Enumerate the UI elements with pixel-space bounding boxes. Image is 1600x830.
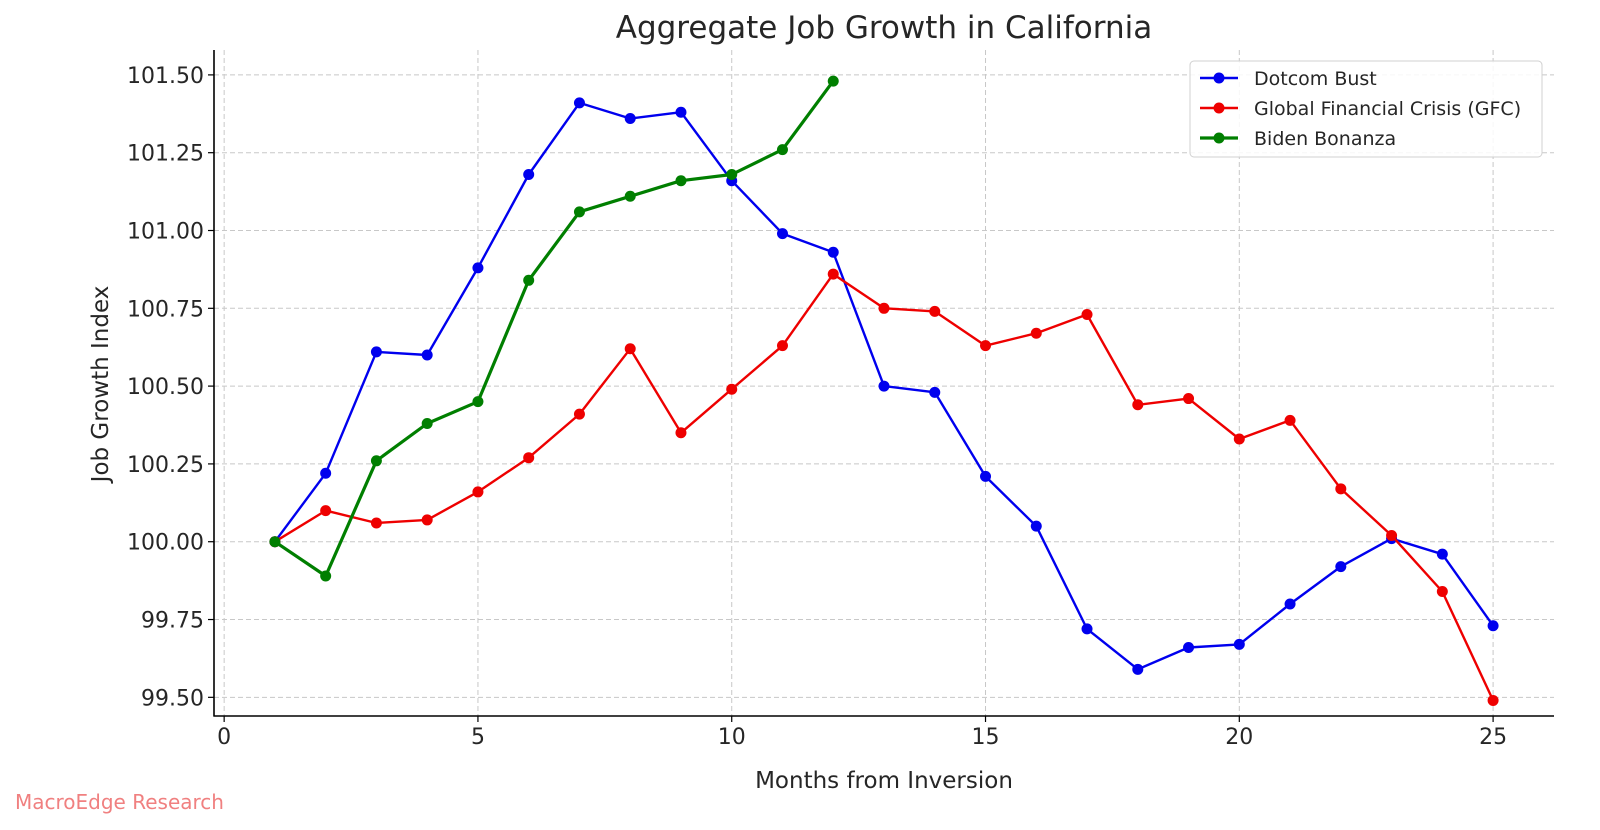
series-biden-bonanza [269, 75, 839, 582]
data-point [929, 305, 941, 317]
data-point [827, 75, 839, 87]
legend-swatch-marker [1213, 102, 1225, 114]
data-point [1335, 483, 1347, 495]
chart-title: Aggregate Job Growth in California [616, 10, 1152, 46]
data-point [1233, 433, 1245, 445]
data-point [269, 536, 281, 548]
data-point [1132, 399, 1144, 411]
data-point [421, 514, 433, 526]
data-point [1487, 694, 1499, 706]
x-axis-ticks: 0 5 10 15 20 25 [217, 716, 1507, 750]
data-point [980, 340, 992, 352]
data-point [1183, 393, 1195, 405]
data-point [573, 206, 585, 218]
data-point [726, 383, 738, 395]
data-point [1030, 327, 1042, 339]
data-point [1132, 663, 1144, 675]
data-point [675, 106, 687, 118]
legend-label: Dotcom Bust [1254, 68, 1377, 90]
data-point [624, 190, 636, 202]
data-point [1386, 529, 1398, 541]
data-point [472, 486, 484, 498]
data-point [1335, 561, 1347, 573]
data-point [320, 505, 332, 517]
x-tick-label: 10 [718, 725, 746, 750]
data-point [370, 517, 382, 529]
legend-swatch-marker [1213, 132, 1225, 144]
y-tick-label: 101.25 [127, 142, 204, 167]
data-point [523, 274, 535, 286]
data-point [421, 417, 433, 429]
data-point [573, 408, 585, 420]
axes [213, 50, 1554, 717]
x-tick-label: 20 [1225, 725, 1253, 750]
data-point [675, 427, 687, 439]
data-point [1081, 309, 1093, 321]
data-point [878, 302, 890, 314]
y-tick-label: 99.50 [141, 686, 204, 711]
series-line [274, 272, 1495, 701]
watermark: MacroEdge Research [15, 790, 224, 814]
y-tick-label: 99.75 [141, 609, 204, 634]
data-point [320, 467, 332, 479]
data-point [675, 175, 687, 187]
data-point [370, 346, 382, 358]
legend: Dotcom Bust Global Financial Crisis (GFC)… [1189, 60, 1543, 158]
data-point [472, 396, 484, 408]
data-point [573, 97, 585, 109]
series-line [274, 80, 835, 578]
data-point [1030, 520, 1042, 532]
data-point [472, 262, 484, 274]
y-tick-label: 101.00 [127, 220, 204, 245]
x-tick-label: 5 [471, 725, 485, 750]
data-point [827, 268, 839, 280]
legend-box [1189, 60, 1543, 158]
series-dotcom-bust [269, 97, 1499, 675]
y-tick-label: 100.25 [127, 453, 204, 478]
data-point [1436, 586, 1448, 598]
data-point [776, 340, 788, 352]
data-point [980, 470, 992, 482]
data-point [929, 386, 941, 398]
data-point [320, 570, 332, 582]
data-point [878, 380, 890, 392]
data-point [1284, 598, 1296, 610]
legend-label: Global Financial Crisis (GFC) [1254, 98, 1521, 120]
legend-label: Biden Bonanza [1254, 128, 1396, 150]
y-tick-label: 100.00 [127, 531, 204, 556]
data-point [776, 144, 788, 156]
data-point [624, 343, 636, 355]
data-point [776, 228, 788, 240]
x-tick-label: 0 [217, 725, 231, 750]
series-global-financial-crisis-gfc [269, 268, 1499, 706]
data-point [1233, 638, 1245, 650]
x-axis-label: Months from Inversion [755, 768, 1013, 794]
y-axis-ticks: 99.50 99.75 100.00 100.25 100.50 100.75 101.00… [127, 64, 214, 711]
series-group [269, 75, 1499, 706]
data-point [726, 168, 738, 180]
data-point [1284, 414, 1296, 426]
data-point [421, 349, 433, 361]
y-tick-label: 100.75 [127, 297, 204, 322]
data-point [827, 246, 839, 258]
y-tick-label: 101.50 [127, 64, 204, 89]
y-axis-label: Job Growth Index [88, 286, 114, 485]
y-tick-label: 100.50 [127, 375, 204, 400]
data-point [523, 168, 535, 180]
data-point [370, 455, 382, 467]
data-point [1487, 620, 1499, 632]
data-point [523, 452, 535, 464]
legend-swatch-marker [1213, 72, 1225, 84]
data-point [1436, 548, 1448, 560]
x-tick-label: 15 [972, 725, 1000, 750]
x-tick-label: 25 [1479, 725, 1507, 750]
data-point [1183, 642, 1195, 654]
data-point [624, 112, 636, 124]
data-point [1081, 623, 1093, 635]
